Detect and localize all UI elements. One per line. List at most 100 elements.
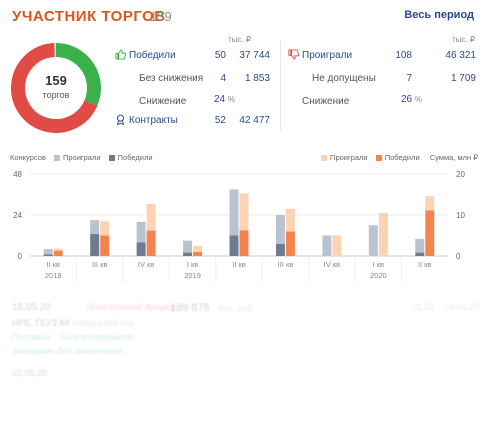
right-tick-label: 10 [456, 211, 465, 220]
page-title: УЧАСТНИК ТОРГОВ [12, 8, 166, 25]
bar-sum-won[interactable] [285, 231, 295, 256]
lost-sum: 46 321 [445, 50, 476, 61]
donut-segment-won [55, 43, 101, 106]
x-tick-label: IV кв [138, 260, 154, 269]
right-unit: тыс. ₽ [452, 35, 475, 44]
right-tick-label: 20 [456, 170, 465, 179]
bar-sum-won[interactable] [239, 230, 249, 256]
bar-sum-lost[interactable] [285, 208, 295, 232]
not-admitted-sum: 1 709 [450, 73, 476, 84]
bar-count-lost[interactable] [183, 240, 193, 253]
legend-swatch-count-lost [53, 154, 60, 161]
x-tick-label: I кв [373, 260, 384, 269]
bar-sum-won[interactable] [146, 230, 156, 256]
ribbon-award-icon [116, 114, 125, 125]
right-tick-label: 0 [456, 252, 461, 261]
contracts-label[interactable]: Контракты [129, 115, 178, 126]
bar-sum-lost[interactable] [100, 221, 110, 236]
bar-sum-lost[interactable] [193, 245, 203, 252]
bar-count-won[interactable] [275, 244, 285, 256]
x-tick-label: III кв [278, 260, 294, 269]
chart-legend-right: Проиграли Победили Сумма, млн ₽ [315, 153, 478, 162]
bar-count-lost[interactable] [43, 249, 53, 255]
x-tick-label: IV кв [324, 260, 340, 269]
not-admitted-count: 7 [406, 73, 412, 84]
results-donut-chart: 159 торгов [10, 42, 102, 134]
bar-count-won[interactable] [90, 233, 100, 256]
legend-count-won: Победили [117, 153, 153, 162]
bar-sum-won[interactable] [193, 251, 203, 256]
bar-count-won[interactable] [415, 252, 425, 256]
period-selector-link[interactable]: Весь период [404, 9, 474, 21]
tender-customer-tail: Кавказский гну [72, 318, 134, 328]
legend-swatch-sum-lost [321, 154, 328, 161]
bar-count-lost[interactable] [136, 221, 146, 243]
won-label[interactable]: Победили [129, 50, 176, 61]
bar-count-won[interactable] [136, 242, 146, 256]
won-count: 50 [214, 50, 226, 61]
chart-legend-left: Конкурсов Проиграли Победили [10, 153, 153, 162]
tender-date-2: 02.05.20 [12, 368, 48, 378]
not-admitted-label: Не допущены [312, 73, 376, 84]
thumbs-up-icon [115, 49, 126, 60]
reduction-label-right: Снижение [302, 96, 350, 107]
bar-sum-lost[interactable] [425, 196, 435, 211]
lost-count: 108 [395, 50, 412, 61]
x-tick-label: II кв [46, 260, 60, 269]
bar-count-lost[interactable] [275, 215, 285, 245]
legend-swatch-count-won [108, 154, 115, 161]
stats-divider [280, 40, 281, 130]
bar-count-won[interactable] [43, 254, 53, 256]
donut-total-label: торгов [42, 90, 70, 100]
no-reduction-label: Без снижения [139, 73, 204, 84]
legend-count-lost: Проиграли [62, 153, 101, 162]
tender-price: 139 875 [170, 302, 210, 314]
tender-dates: 21.02 – 03.03.20 [412, 302, 480, 312]
tender-price-unit: тыс. руб [218, 303, 253, 313]
bar-count-lost[interactable] [415, 238, 425, 253]
bar-sum-lost[interactable] [146, 203, 156, 231]
bar-sum-lost[interactable] [378, 212, 388, 256]
legend-swatch-sum-won [375, 154, 382, 161]
won-sum: 37 744 [239, 50, 270, 61]
x-tick-label: II кв [418, 260, 432, 269]
x-tick-label: III кв [92, 260, 108, 269]
left-tick-label: 0 [18, 252, 23, 261]
lost-label[interactable]: Проиграли [302, 50, 353, 61]
bar-count-lost[interactable] [322, 235, 332, 257]
quarterly-bar-chart: 0 24 48 0 10 20 II кв III кв IV кв I кв II кв III к… [13, 170, 465, 282]
reduction-label-left: Снижение [139, 96, 187, 107]
bar-sum-won[interactable] [100, 235, 110, 257]
bar-count-lost[interactable] [90, 220, 100, 234]
left-axis-title: Конкурсов [10, 153, 46, 162]
bar-sum-won[interactable] [53, 250, 63, 256]
no-reduction-sum: 1 853 [244, 73, 270, 84]
bar-sum-lost[interactable] [332, 235, 342, 257]
bar-count-lost[interactable] [368, 225, 378, 256]
no-reduction-count: 4 [220, 73, 226, 84]
bar-count-won[interactable] [183, 252, 193, 256]
left-unit: тыс. ₽ [228, 35, 251, 44]
legend-sum-lost: Проиграли [330, 153, 368, 162]
tender-type: Электронный аукцион [86, 302, 179, 312]
tender-subject-tail: полупроводников [60, 332, 133, 342]
contracts-count: 52 [214, 115, 226, 126]
bar-sum-won[interactable] [425, 210, 435, 256]
left-tick-label: 24 [13, 211, 22, 220]
bar-sum-lost[interactable] [53, 248, 63, 251]
x-tick-label: I кв [187, 260, 198, 269]
year-label: 2020 [370, 271, 387, 280]
year-label: 2018 [45, 271, 62, 280]
donut-total: 159 [45, 73, 67, 88]
tender-status: Завершен без заключения [12, 346, 123, 356]
bar-count-lost[interactable] [229, 189, 239, 236]
right-axis-title: Сумма, млн ₽ [429, 153, 478, 162]
left-tick-label: 48 [13, 170, 22, 179]
bar-sum-lost[interactable] [239, 193, 249, 231]
reduction-value-right: 26 % [401, 94, 423, 105]
donut-svg [11, 43, 101, 133]
x-tick-label: II кв [232, 260, 246, 269]
tender-customer: НРБ, ГБУЗ КК [12, 318, 70, 328]
bar-count-won[interactable] [229, 235, 239, 257]
donut-segment-lost [11, 43, 98, 133]
